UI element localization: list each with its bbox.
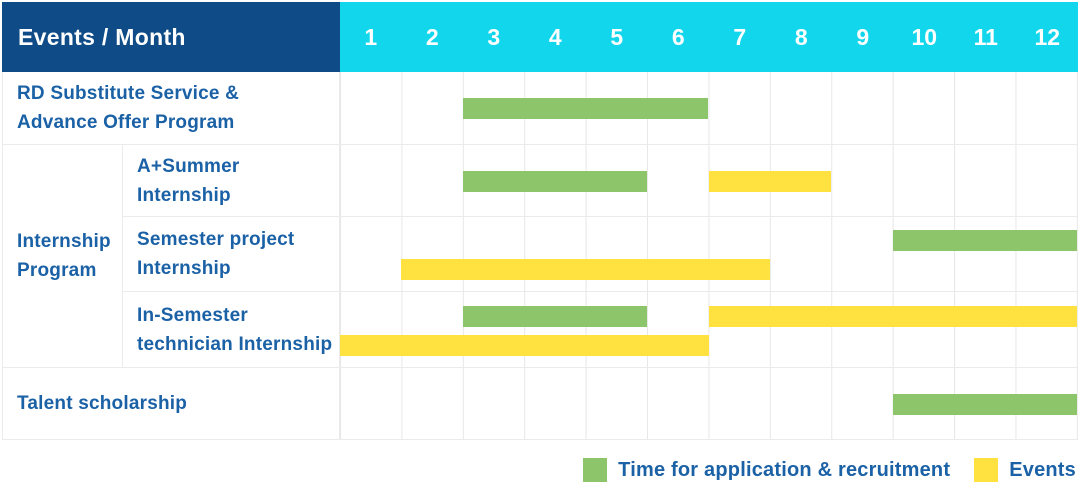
application-bar bbox=[892, 393, 1077, 415]
application-bar bbox=[462, 305, 648, 327]
row-label-rd-substitute: RD Substitute Service & Advance Offer Pr… bbox=[3, 72, 340, 144]
month-label: 12 bbox=[1034, 23, 1061, 50]
table-row: In-Semester technician Internship bbox=[123, 292, 1077, 367]
month-label: 8 bbox=[794, 23, 808, 50]
application-color-swatch-icon bbox=[583, 458, 608, 482]
month-label: 3 bbox=[487, 23, 501, 50]
month-label: 10 bbox=[911, 23, 938, 50]
events-bar bbox=[708, 305, 1077, 327]
events-bar bbox=[401, 259, 770, 280]
month-label: 11 bbox=[973, 23, 998, 50]
month-label: 6 bbox=[671, 23, 685, 50]
table-body: RD Substitute Service & Advance Offer Pr… bbox=[2, 72, 1078, 440]
gantt-lane-talent-scholarship bbox=[340, 368, 1077, 439]
month-label: 4 bbox=[548, 23, 562, 50]
month-label: 2 bbox=[425, 23, 439, 50]
legend: Time for application & recruitment Event… bbox=[0, 452, 1076, 488]
row-label-semester-project: Semester project Internship bbox=[123, 217, 340, 291]
events-bar bbox=[340, 334, 709, 356]
table-header-row: Events / Month 1 2 3 4 5 6 7 8 9 10 11 12 bbox=[2, 2, 1078, 72]
gantt-lane-a-plus-summer bbox=[340, 145, 1077, 216]
table-row: Semester project Internship bbox=[123, 217, 1077, 292]
row-label-a-plus-summer: A+Summer Internship bbox=[123, 145, 340, 216]
legend-item-application: Time for application & recruitment bbox=[583, 458, 950, 482]
month-label: 5 bbox=[610, 23, 624, 50]
table-row: A+Summer Internship bbox=[123, 145, 1077, 217]
table-row: Talent scholarship bbox=[3, 368, 1077, 439]
month-label: 7 bbox=[733, 23, 747, 50]
internship-program-rows: A+Summer Internship Semester project Int… bbox=[123, 145, 1077, 367]
group-label-internship-program: Internship Program bbox=[3, 145, 123, 367]
month-header-strip: 1 2 3 4 5 6 7 8 9 10 11 12 bbox=[340, 2, 1078, 72]
row-label-talent-scholarship: Talent scholarship bbox=[3, 368, 340, 439]
events-color-swatch-icon bbox=[974, 458, 999, 482]
legend-item-events: Events bbox=[974, 458, 1076, 482]
month-label: 9 bbox=[856, 23, 870, 50]
events-bar bbox=[708, 170, 832, 192]
month-label: 1 bbox=[364, 23, 378, 50]
table-title: Events / Month bbox=[18, 23, 186, 50]
events-month-header-cell: Events / Month bbox=[2, 2, 340, 72]
application-bar bbox=[462, 170, 648, 192]
table-row: RD Substitute Service & Advance Offer Pr… bbox=[3, 72, 1077, 145]
application-bar bbox=[462, 98, 709, 119]
gantt-lane-semester-project bbox=[340, 217, 1077, 291]
gantt-lane-rd-substitute bbox=[340, 72, 1077, 144]
application-bar bbox=[892, 230, 1077, 251]
gantt-lane-in-semester-technician bbox=[340, 292, 1077, 367]
schedule-gantt-table: Events / Month 1 2 3 4 5 6 7 8 9 10 11 12 RD Substi… bbox=[2, 2, 1078, 440]
legend-label-application: Time for application & recruitment bbox=[618, 458, 951, 481]
row-label-in-semester-technician: In-Semester technician Internship bbox=[123, 292, 340, 367]
internship-program-group: Internship Program A+Summer Internship S… bbox=[3, 145, 1077, 368]
legend-label-events: Events bbox=[1009, 458, 1076, 481]
